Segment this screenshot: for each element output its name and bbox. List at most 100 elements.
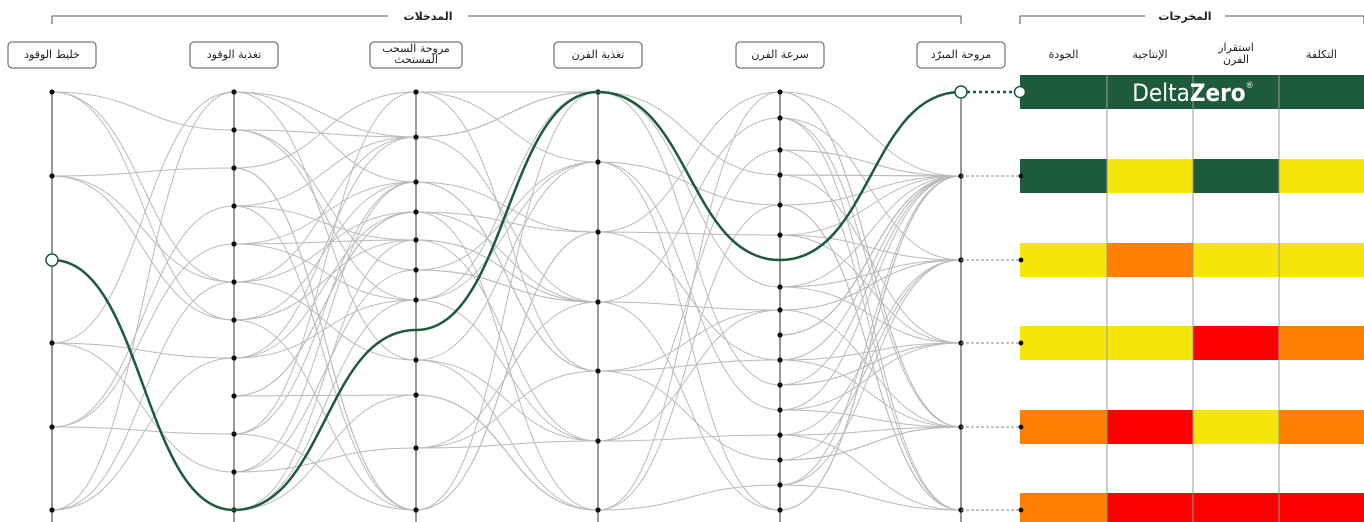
- gray-curve: [597, 301, 781, 311]
- gray-curve: [233, 129, 417, 138]
- gray-curve: [779, 91, 962, 177]
- gray-curve: [415, 211, 599, 511]
- gray-curve: [415, 211, 599, 303]
- gray-curve: [779, 426, 962, 436]
- axis-dot: [49, 424, 55, 430]
- gray-curve: [779, 204, 962, 511]
- axis-dot: [595, 229, 601, 235]
- gray-curve: [779, 234, 962, 261]
- axis-dot: [49, 507, 55, 513]
- axis-dot: [777, 172, 783, 178]
- axis-dot: [231, 89, 237, 95]
- axis-label-box[interactable]: [7, 41, 97, 69]
- gray-curve: [597, 117, 781, 303]
- gray-curve: [415, 370, 599, 449]
- output-cell: [1020, 243, 1107, 277]
- gray-curve: [597, 204, 781, 511]
- group-title: المخرجات: [1158, 10, 1211, 23]
- axis-label[interactable]: سرعة الفرن: [751, 48, 808, 61]
- axis-label[interactable]: خليط الوقود: [24, 48, 80, 61]
- axis-dot: [777, 482, 783, 488]
- gray-curve: [233, 319, 417, 511]
- gray-curve: [779, 259, 962, 311]
- gray-curve: [233, 136, 417, 359]
- highlight-path: [51, 90, 962, 512]
- output-dot: [1018, 340, 1024, 346]
- axis-label-box[interactable]: [553, 41, 643, 69]
- gray-curve: [415, 91, 599, 511]
- axis-dot: [49, 340, 55, 346]
- gray-curve: [233, 181, 417, 435]
- axis-dot: [231, 393, 237, 399]
- axis-dot: [777, 147, 783, 153]
- gray-curve: [415, 394, 599, 511]
- group-label-bg: [388, 8, 468, 24]
- gray-curve: [51, 426, 235, 435]
- output-cell: [1193, 326, 1279, 360]
- axis-dot: [413, 134, 419, 140]
- gray-curve: [233, 394, 417, 397]
- axis-dot: [231, 127, 237, 133]
- output-cell: [1193, 243, 1279, 277]
- gray-curve: [51, 175, 235, 321]
- gray-curve: [779, 409, 962, 428]
- logo: DeltaZero®: [1132, 79, 1254, 107]
- gray-curve: [779, 259, 962, 436]
- gray-curve: [415, 181, 599, 372]
- output-cell: [1107, 410, 1193, 444]
- output-cell: [1193, 493, 1279, 522]
- gray-curve: [233, 136, 417, 283]
- gray-curve: [415, 231, 599, 511]
- gray-curve: [779, 259, 962, 288]
- gray-curve: [233, 269, 417, 473]
- axis-label-box[interactable]: [369, 41, 463, 69]
- output-cell: [1279, 159, 1364, 193]
- gray-curve: [779, 175, 962, 511]
- axis-label[interactable]: تغذية الوقود: [207, 48, 262, 61]
- gray-curve: [415, 269, 599, 303]
- gray-curve: [597, 309, 781, 372]
- gray-curve: [415, 301, 599, 449]
- output-cell: [1107, 493, 1193, 522]
- gray-curve: [233, 239, 417, 321]
- gray-curve: [597, 91, 781, 233]
- axis-dot: [413, 445, 419, 451]
- gray-curve: [233, 433, 417, 511]
- gray-curve: [779, 286, 962, 344]
- gray-curve: [779, 117, 962, 261]
- axis-dot: [413, 297, 419, 303]
- axis-label[interactable]: مروحة السحب المستحث: [382, 42, 450, 66]
- output-dot: [1018, 507, 1024, 513]
- gray-curve: [415, 181, 599, 233]
- gray-curve: [415, 161, 599, 301]
- gray-curve: [597, 434, 781, 442]
- output-cell: [1279, 410, 1364, 444]
- axis-label[interactable]: مروحة المبرّد: [931, 48, 992, 61]
- axis-dot: [777, 284, 783, 290]
- gray-curve: [779, 174, 962, 344]
- axis-dot: [49, 173, 55, 179]
- output-dot: [1018, 173, 1024, 179]
- selected-node[interactable]: [954, 85, 968, 99]
- gray-curve: [233, 239, 417, 245]
- output-cell: [1193, 159, 1279, 193]
- axis-label-box[interactable]: [189, 41, 279, 69]
- gray-curve: [233, 91, 417, 183]
- gray-curve: [779, 359, 962, 428]
- gray-curve: [779, 434, 962, 511]
- column-header: الإنتاجية: [1132, 48, 1167, 61]
- gray-curve: [415, 359, 599, 511]
- gray-curve: [415, 440, 599, 449]
- gray-curve: [597, 91, 781, 511]
- axis-label-box[interactable]: [916, 41, 1006, 69]
- output-cell: [1107, 326, 1193, 360]
- output-cell: [1279, 326, 1364, 360]
- axis-dot: [777, 432, 783, 438]
- selected-node[interactable]: [45, 253, 59, 267]
- axis-label[interactable]: تغذية الفرن: [572, 48, 625, 61]
- gray-curve: [597, 91, 781, 386]
- gray-curve: [597, 231, 781, 236]
- axis-label-box[interactable]: [735, 41, 825, 69]
- gray-curve: [779, 309, 962, 428]
- axis-dot: [413, 507, 419, 513]
